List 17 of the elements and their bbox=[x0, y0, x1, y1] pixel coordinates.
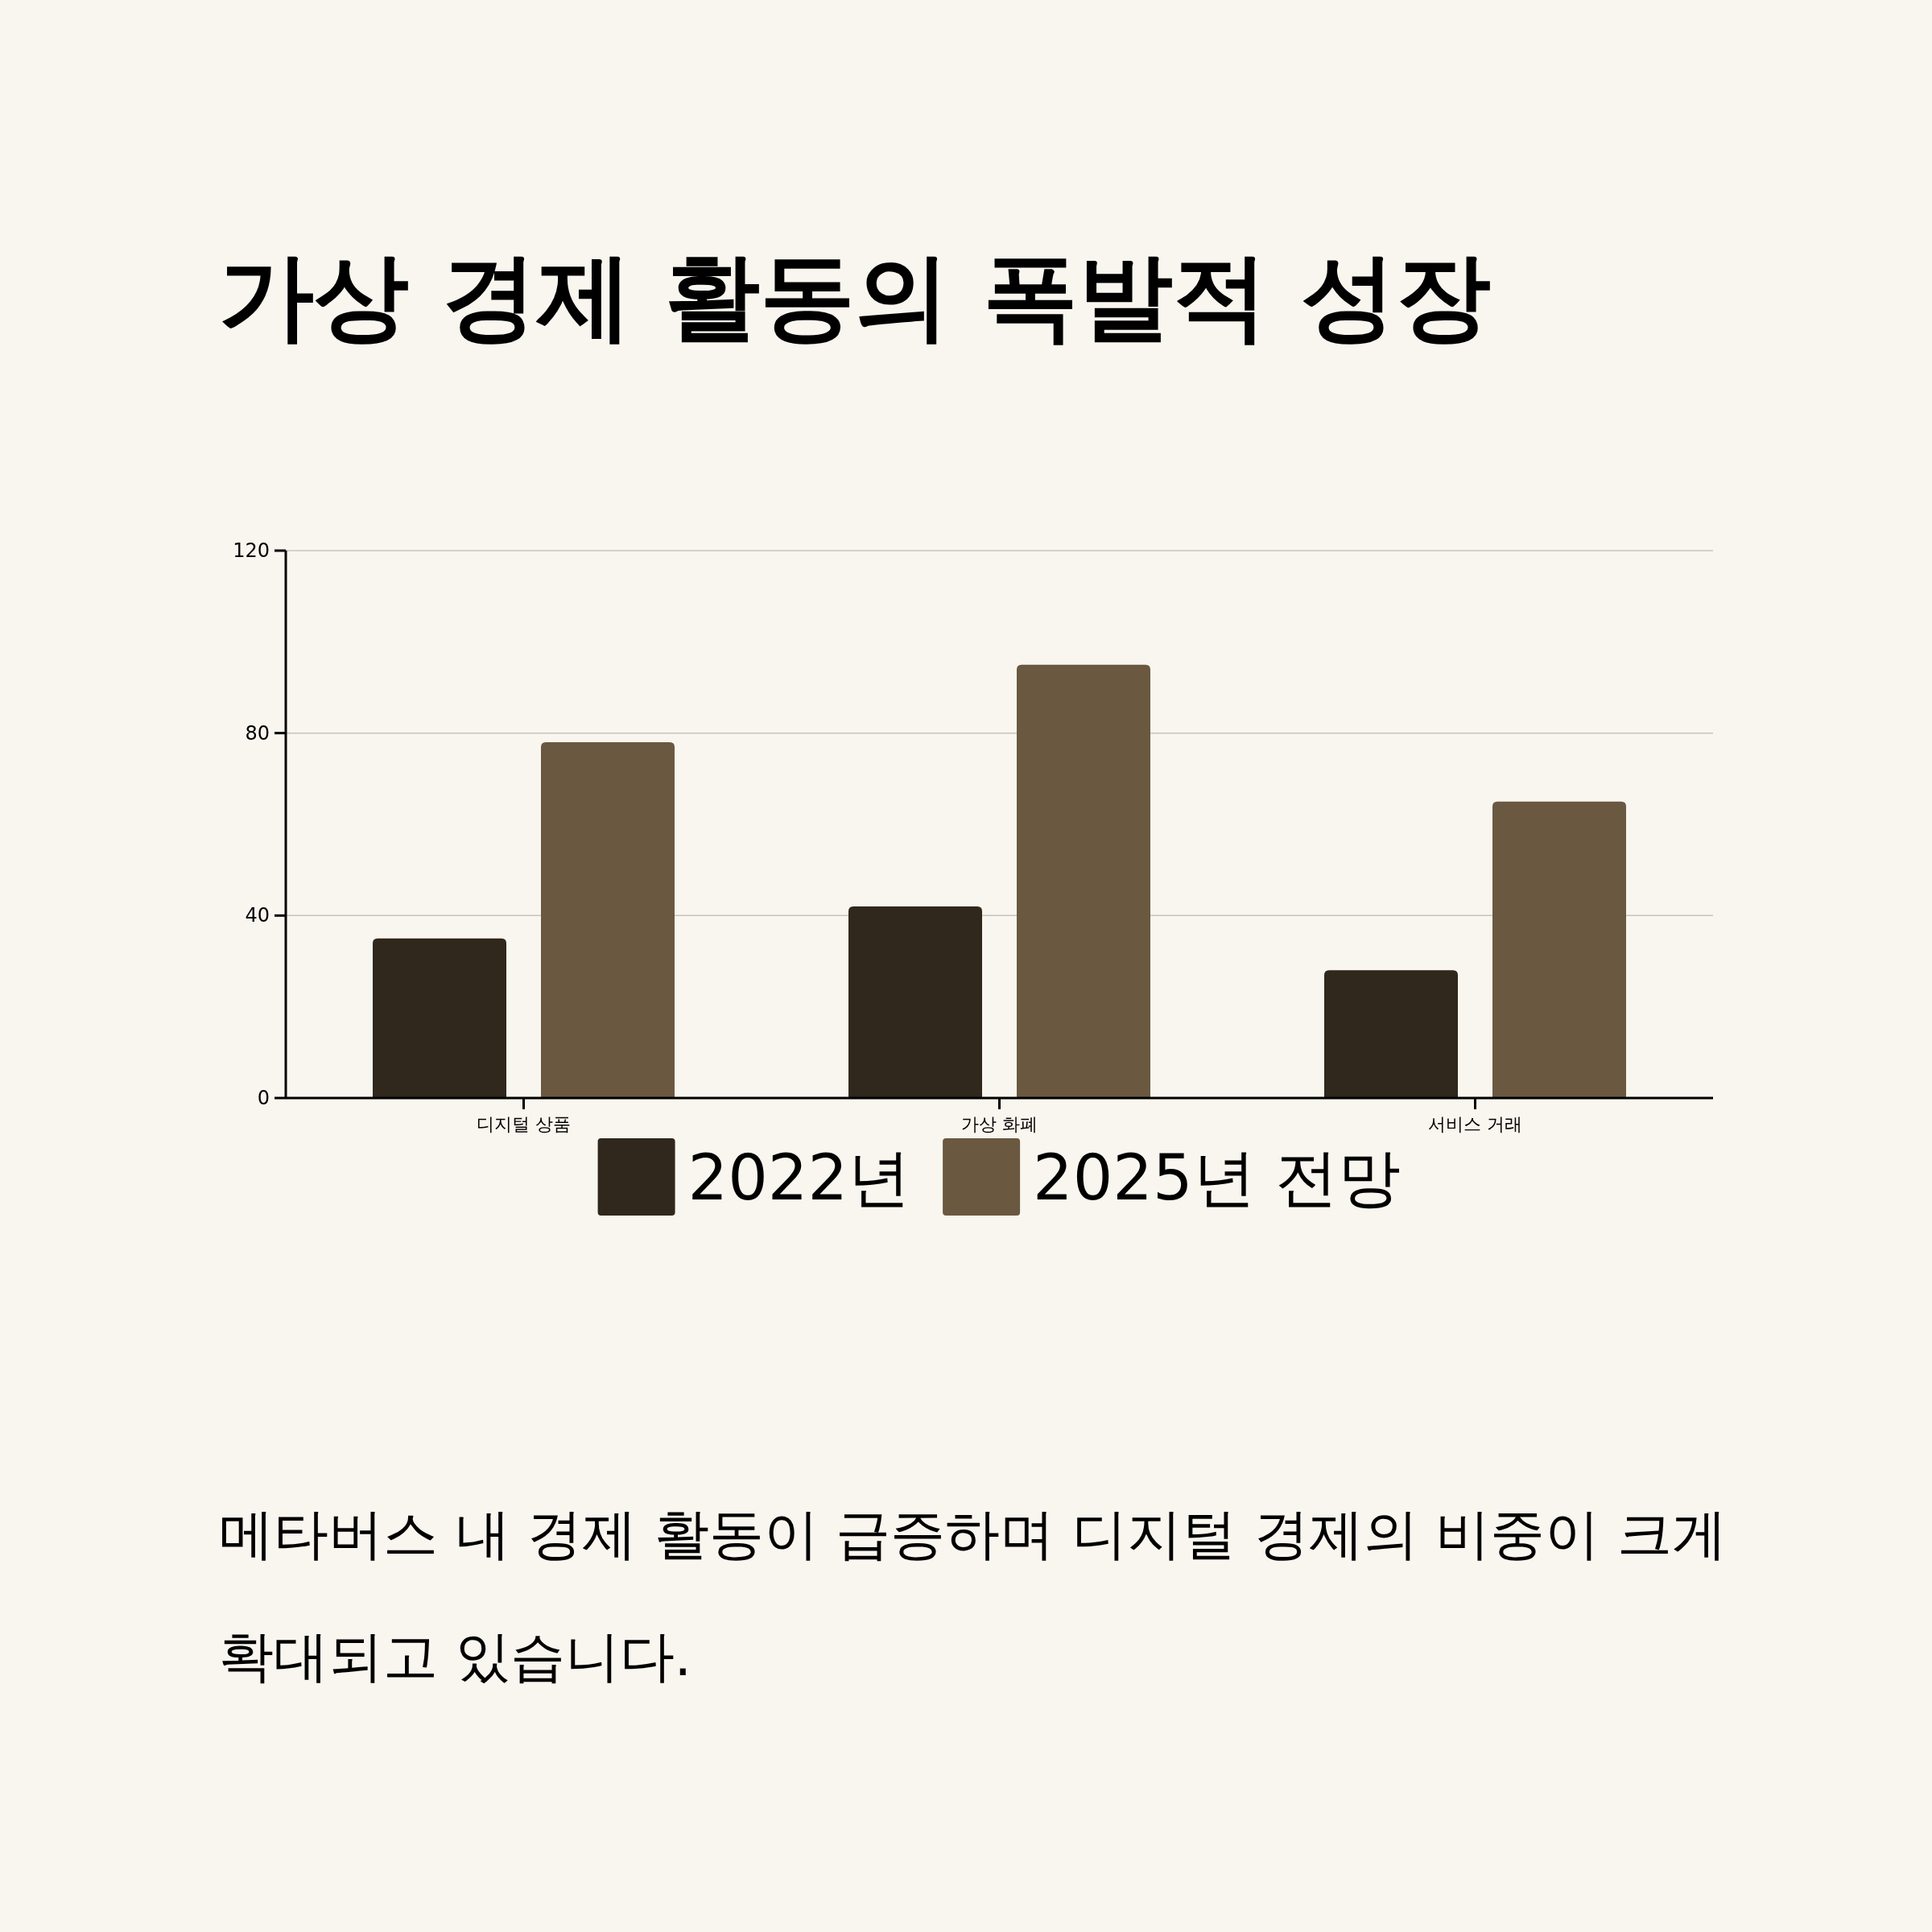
y-tick-label: 80 bbox=[245, 721, 270, 745]
x-tick-label: 서비스 거래 bbox=[1428, 1114, 1522, 1134]
y-tick-label: 40 bbox=[245, 904, 270, 927]
chart-title: 가상 경제 활동의 폭발적 성장 bbox=[219, 240, 1492, 353]
bar bbox=[1017, 664, 1150, 1098]
legend-label: 2025년 전망 bbox=[1033, 1141, 1402, 1214]
y-tick-label: 0 bbox=[257, 1087, 270, 1109]
legend-label: 2022년 bbox=[687, 1141, 911, 1214]
x-tick-label: 디지털 상품 bbox=[477, 1114, 571, 1134]
bar bbox=[1324, 970, 1458, 1098]
bar bbox=[1492, 801, 1626, 1098]
y-tick-label: 120 bbox=[233, 539, 270, 562]
bar bbox=[373, 938, 506, 1098]
text: 메타버스 내 경제 활동이 급증하며 디지털 경제의 비중이 크게 확대되고 있습니다. bbox=[219, 1501, 1728, 1690]
bar bbox=[848, 906, 982, 1098]
x-tick-label: 가상 화폐 bbox=[961, 1114, 1038, 1134]
bar bbox=[541, 742, 675, 1098]
